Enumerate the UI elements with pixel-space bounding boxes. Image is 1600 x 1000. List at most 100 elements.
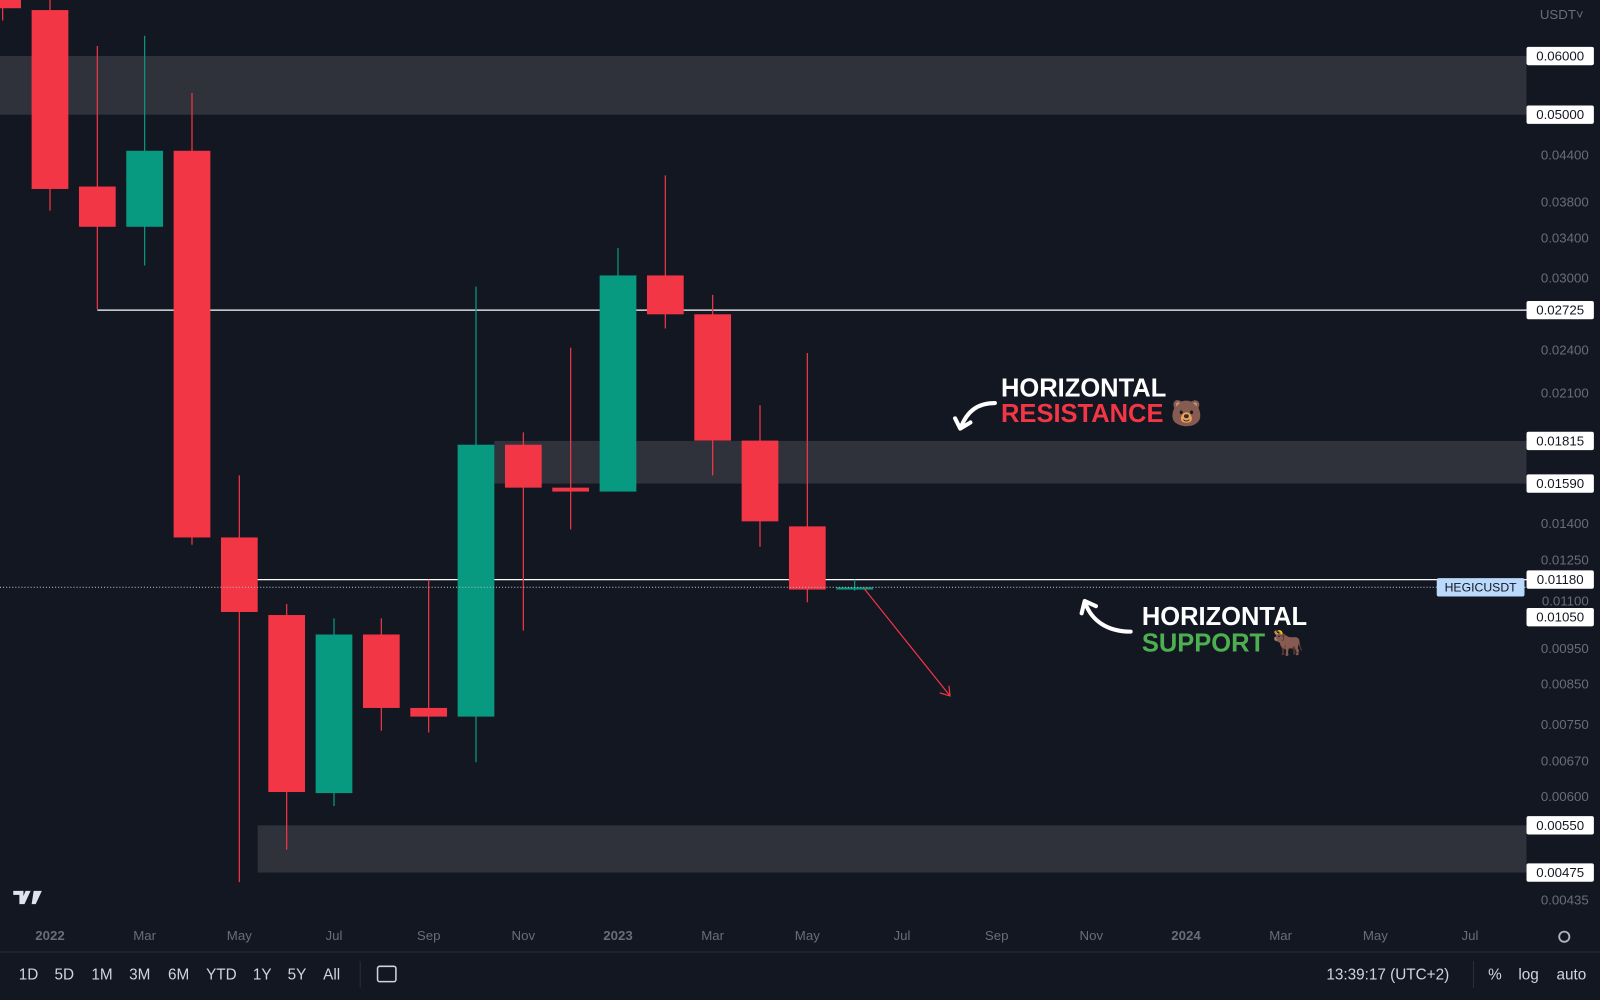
range-button[interactable]: 5Y — [288, 967, 307, 984]
zone — [0, 56, 1527, 115]
x-tick-label: Nov — [1080, 928, 1104, 943]
y-tick-label: 0.00670 — [1541, 753, 1589, 768]
x-tick-label: Sep — [985, 928, 1009, 943]
level-label-box — [1526, 816, 1594, 835]
annotation: HORIZONTAL — [1001, 375, 1166, 403]
range-button[interactable]: 1Y — [253, 967, 272, 984]
x-tick-label: 2024 — [1171, 928, 1201, 943]
x-tick-label: Jul — [1462, 928, 1479, 943]
plot — [0, 0, 1527, 883]
x-tick-label: May — [1363, 928, 1388, 943]
y-tick-label: 0.03000 — [1541, 271, 1589, 286]
range-button[interactable]: All — [323, 967, 340, 984]
level-label: 0.05000 — [1536, 107, 1584, 122]
y-tick-label: 0.02400 — [1541, 343, 1589, 358]
scale-option[interactable]: log — [1518, 967, 1538, 984]
annotation: HORIZONTAL — [1142, 603, 1307, 631]
curved-arrow — [959, 401, 997, 429]
candle-body — [78, 186, 116, 227]
candle-body — [646, 275, 684, 315]
y-tick-label: 0.01400 — [1541, 516, 1589, 531]
level-label: 0.02725 — [1536, 303, 1584, 318]
scale-option[interactable]: auto — [1557, 967, 1587, 984]
candle-body — [599, 275, 637, 492]
range-button[interactable]: 1M — [91, 967, 112, 984]
y-tick-label: 0.01250 — [1541, 553, 1589, 568]
candle-body — [457, 444, 495, 717]
y-tick-label: 0.00750 — [1541, 717, 1589, 732]
x-tick-label: Mar — [701, 928, 724, 943]
candle-body — [0, 0, 22, 9]
candle-body — [362, 634, 400, 708]
range-button[interactable]: 1D — [19, 967, 39, 984]
y-tick-label: 0.03800 — [1541, 195, 1589, 210]
x-tick-label: Mar — [1269, 928, 1292, 943]
candle-body — [788, 526, 826, 590]
y-tick-label: 0.00600 — [1541, 789, 1589, 804]
candle-body — [552, 487, 590, 492]
level-label-box — [1526, 431, 1594, 451]
candle-body — [268, 615, 306, 793]
range-button[interactable]: 5D — [55, 967, 75, 984]
level-label-box — [1526, 46, 1594, 66]
curved-arrow — [1083, 602, 1133, 634]
level-label: 0.00550 — [1536, 818, 1584, 833]
x-tick-label: Jul — [894, 928, 911, 943]
candle-body — [410, 707, 448, 717]
x-tick-label: May — [227, 928, 252, 943]
settings-icon[interactable] — [1558, 930, 1571, 943]
level-label: 0.00475 — [1536, 865, 1584, 880]
y-tick-label: 0.02100 — [1541, 386, 1589, 401]
candle-body — [173, 150, 211, 538]
candle-body — [315, 634, 353, 794]
range-button[interactable]: 3M — [129, 967, 150, 984]
level-label-box — [1526, 607, 1594, 627]
zone — [257, 825, 1527, 873]
candle-body — [694, 314, 732, 441]
symbol-tag-text: HEGICUSDT — [1445, 581, 1518, 595]
range-button[interactable]: YTD — [206, 967, 237, 984]
symbol-tag — [1436, 578, 1525, 597]
clock: 13:39:17 (UTC+2) — [1326, 967, 1449, 984]
candle-body — [504, 444, 542, 488]
annotation: SUPPORT 🐂 — [1142, 630, 1304, 658]
x-tick-label: 2022 — [35, 928, 64, 943]
candle-body — [126, 150, 164, 227]
currency[interactable]: USDT˅ — [1540, 7, 1584, 22]
x-tick-label: 2023 — [603, 928, 632, 943]
zones — [0, 56, 1527, 873]
level-label: 0.01050 — [1536, 610, 1584, 625]
zone — [494, 440, 1527, 484]
y-tick-label: 0.04400 — [1541, 147, 1589, 162]
range-button[interactable]: 6M — [168, 967, 189, 984]
y-tick-label: 0.00435 — [1541, 892, 1589, 907]
x-tick-label: Sep — [417, 928, 441, 943]
curved-arrow-head — [1079, 598, 1098, 616]
trend-arrow-head — [939, 685, 951, 697]
candle-body — [220, 537, 258, 612]
candle-body — [741, 440, 779, 522]
y-tick-label: 0.00850 — [1541, 677, 1589, 692]
level-label: 0.01180 — [1537, 572, 1584, 587]
x-tick-label: Mar — [133, 928, 156, 943]
level-label-box — [1526, 863, 1594, 882]
x-tick-label: Jul — [326, 928, 343, 943]
x-tick-label: Nov — [512, 928, 536, 943]
level-label: 0.06000 — [1536, 49, 1584, 64]
y-tick-label: 0.03400 — [1541, 230, 1589, 245]
y-tick-label: 0.01100 — [1542, 594, 1589, 609]
candle-body — [836, 587, 874, 590]
curved-arrow-head — [953, 416, 973, 431]
scale-option[interactable]: % — [1488, 967, 1502, 984]
level-label-box — [1526, 570, 1594, 589]
level-label: 0.01590 — [1536, 476, 1584, 491]
annotation: RESISTANCE 🐻 — [1001, 398, 1203, 428]
level-label: 0.01815 — [1536, 433, 1584, 448]
level-label-box — [1526, 105, 1594, 124]
date-range-icon[interactable] — [376, 965, 397, 983]
y-tick-label: 0.00950 — [1541, 641, 1589, 656]
candle-body — [31, 10, 69, 189]
x-tick-label: May — [795, 928, 820, 943]
level-label-box — [1526, 300, 1594, 320]
